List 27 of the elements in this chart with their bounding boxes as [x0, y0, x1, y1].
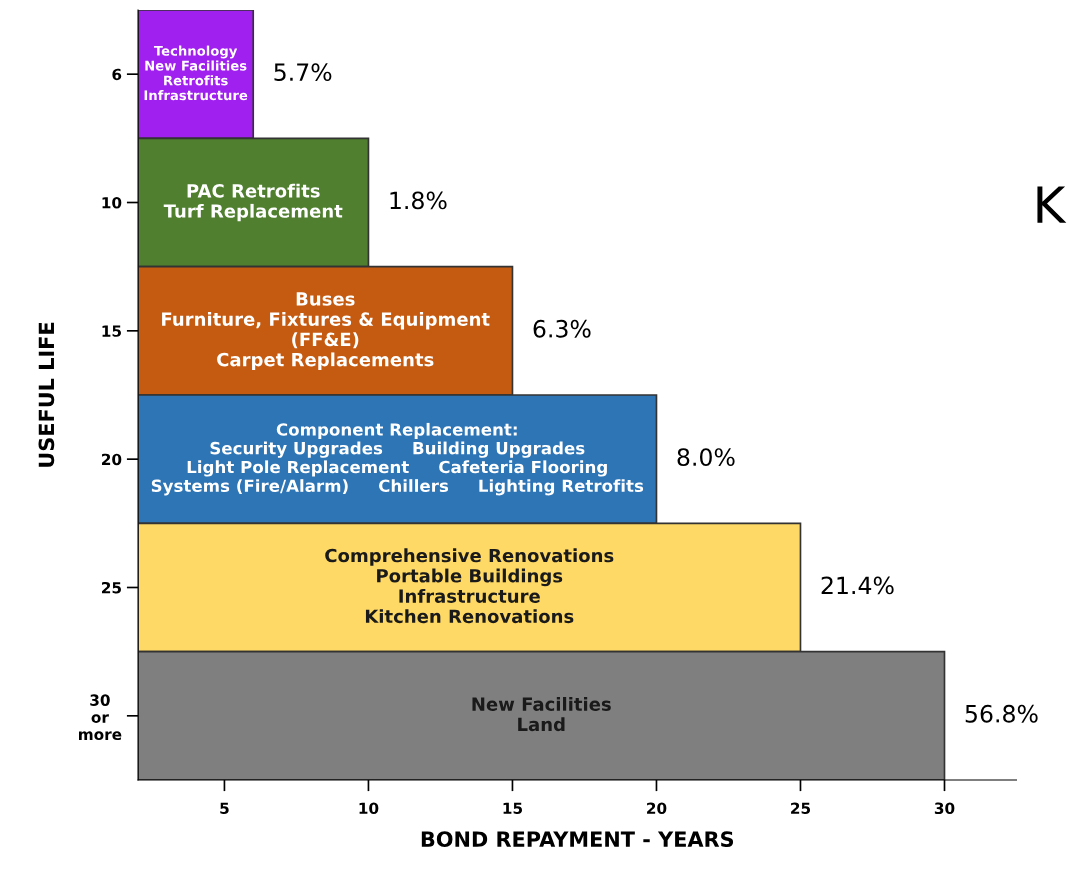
x-tick-label: 5 — [220, 802, 229, 815]
x-tick-label: 30 — [934, 802, 955, 815]
x-tick-label: 15 — [503, 802, 523, 815]
y-tick-label: 25 — [102, 581, 121, 594]
annotation: 6.3% — [533, 319, 591, 338]
y-tick-label: 10 — [102, 196, 122, 209]
annotation: 56.8% — [965, 704, 1038, 723]
annotation: New Facilities Land — [472, 696, 611, 732]
annotation: Technology New Facilities Retrofits Infrastructure — [144, 45, 248, 101]
annotation: Component Replacement: Security Upgrades Building Upgrades Light Pole Replacement Cafeteria Flooring Systems (Fire/Alarm) Chillers Lighting Retrofits — [151, 422, 644, 496]
annotation: 5.7% — [274, 63, 332, 82]
x-tick-label: 20 — [647, 802, 667, 815]
x-axis-title: BOND REPAYMENT - YEARS — [421, 831, 734, 847]
annotation: PAC Retrofits Turf Replacement — [163, 183, 343, 222]
x-tick-label: 25 — [791, 802, 811, 815]
y-tick-label: 20 — [102, 453, 122, 466]
y-tick-label: 30 or more — [79, 694, 122, 741]
annotation: Comprehensive Renovations Portable Buildings Infrastructure Kitchen Renovations — [325, 548, 614, 624]
annotation: 21.4% — [821, 576, 894, 595]
annotation: Buses Furniture, Fixtures & Equipment (FF&E) Carpet Replacements — [162, 292, 490, 370]
x-tick-label: 10 — [359, 802, 379, 815]
y-axis-title: USEFUL LIFE — [38, 322, 55, 467]
annotation: 1.8% — [390, 191, 447, 210]
text: K — [1037, 186, 1067, 223]
annotation: 8.0% — [677, 448, 735, 467]
y-tick-label: 15 — [102, 325, 121, 337]
y-tick-label: 6 — [112, 68, 122, 81]
